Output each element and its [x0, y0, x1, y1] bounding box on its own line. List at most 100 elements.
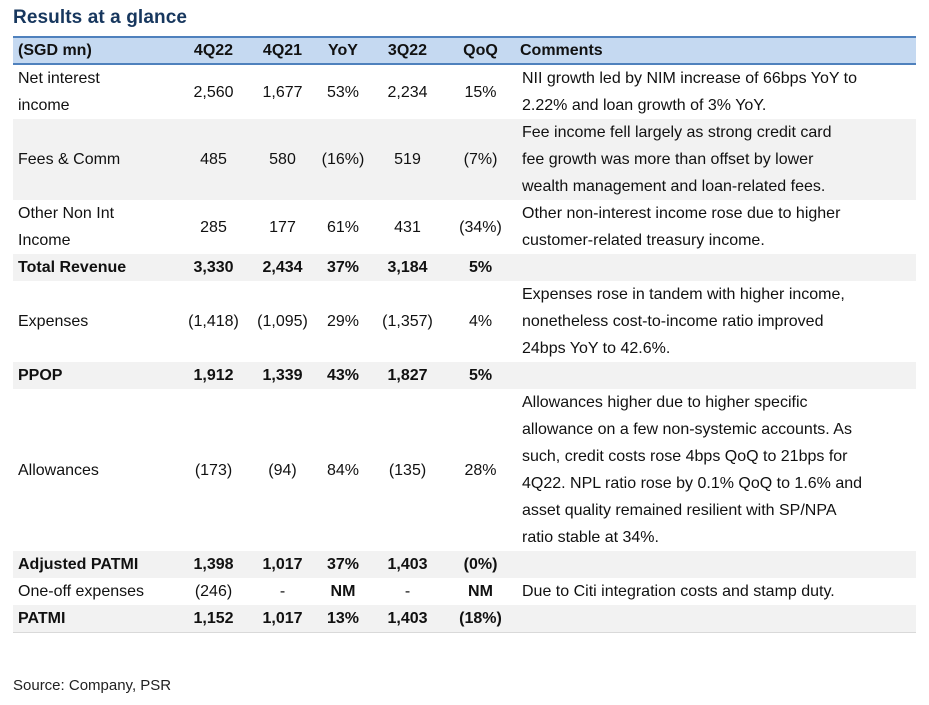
row-label: Adjusted PATMI: [13, 551, 179, 578]
table-row: Expenses (1,418) (1,095) 29% (1,357) 4% Expens…: [13, 281, 916, 362]
source-note: Source: Company, PSR: [13, 677, 172, 694]
value-4q22: 3,330: [193, 259, 234, 276]
value-qoq: NM: [468, 583, 493, 600]
value-3q22: 2,234: [387, 83, 428, 101]
value-4q22: 285: [200, 218, 227, 236]
row-comment: Other non-interest income rose due to hi…: [515, 200, 916, 254]
value-3q22: 1,403: [387, 556, 428, 573]
row-comment: Due to Citi integration costs and stamp …: [515, 578, 916, 605]
row-label: Allowances: [13, 389, 179, 551]
header-row: (SGD mn) 4Q22 4Q21 YoY 3Q22 QoQ Comments: [13, 36, 916, 65]
comment-line: [522, 551, 912, 578]
comment-line: Other non-interest income rose due to hi…: [522, 205, 841, 222]
comment-line: such, credit costs rose 4bps QoQ to 21bp…: [522, 448, 848, 465]
value-4q22: 1,152: [179, 605, 248, 633]
value-qoq: (7%): [463, 151, 498, 168]
value-4q22: 1,398: [193, 556, 234, 573]
table-row: Allowances (173) (94) 84% (135) 28% Allowances…: [13, 389, 916, 551]
header-4q22: 4Q22: [179, 36, 248, 65]
value-qoq: (0%): [463, 556, 498, 573]
value-qoq: (18%): [446, 605, 515, 633]
value-yoy: 43%: [326, 367, 360, 384]
row-label-line: PATMI: [18, 610, 66, 627]
value-qoq: (34%): [459, 218, 502, 236]
table-row: PATMI 1,152 1,017 13% 1,403 (18%): [13, 605, 916, 633]
row-label: One-off expenses: [13, 578, 179, 605]
value-3q22: 519: [394, 151, 421, 168]
table-row: One-off expenses (246) - NM - NM Due to Citi i…: [13, 578, 916, 605]
value-4q21: 1,017: [248, 605, 317, 633]
header-comments: Comments: [515, 36, 916, 65]
comment-line: 4Q22. NPL ratio rose by 0.1% QoQ to 1.6%…: [522, 475, 863, 492]
value-yoy: NM: [330, 583, 356, 600]
comment-line: 24bps YoY to 42.6%.: [522, 340, 671, 357]
value-yoy: (16%): [321, 151, 365, 168]
value-4q21: 177: [269, 218, 296, 236]
row-label-line: income: [18, 97, 70, 114]
value-yoy: 61%: [326, 218, 360, 236]
value-4q21: (94): [268, 461, 297, 479]
comment-line: ratio stable at 34%.: [522, 529, 659, 546]
comment-line: nonetheless cost-to-income ratio improve…: [522, 313, 824, 330]
table-row: Fees & Comm 485 580 (16%) 519 (7%) Fee income …: [13, 119, 916, 200]
row-comment: Expenses rose in tandem with higher inco…: [515, 281, 916, 362]
value-4q21: 1,339: [262, 367, 303, 384]
value-4q22: (1,418): [188, 313, 239, 330]
comment-line: Allowances higher due to higher specific: [522, 394, 808, 411]
row-label-line: Total Revenue: [18, 259, 127, 276]
header-4q21: 4Q21: [248, 36, 317, 65]
value-yoy: 53%: [326, 83, 360, 101]
table-row: Net interest income 2,560 1,677 53% 2,234 15% N…: [13, 64, 916, 119]
header-yoy: YoY: [317, 36, 369, 65]
row-comment: NII growth led by NIM increase of 66bps …: [515, 64, 916, 119]
row-comment: [515, 362, 916, 389]
value-4q22: 1,912: [193, 367, 234, 384]
table-row: Total Revenue 3,330 2,434 37% 3,184 5%: [13, 254, 916, 281]
header-qoq: QoQ: [446, 36, 515, 65]
row-comment: Fee income fell largely as strong credit…: [515, 119, 916, 200]
value-yoy: 29%: [326, 313, 360, 330]
comment-line: 2.22% and loan growth of 3% YoY.: [522, 97, 767, 114]
value-4q21: -: [279, 583, 286, 600]
value-3q22: -: [404, 583, 411, 600]
row-label-line: Fees & Comm: [18, 151, 121, 168]
table-row: PPOP 1,912 1,339 43% 1,827 5%: [13, 362, 916, 389]
value-qoq: 28%: [464, 461, 497, 479]
results-table: (SGD mn) 4Q22 4Q21 YoY 3Q22 QoQ Comments…: [13, 36, 916, 633]
row-comment: [515, 254, 916, 281]
row-label-line: One-off expenses: [18, 583, 145, 600]
row-label: Expenses: [13, 281, 179, 362]
value-3q22: (1,357): [382, 313, 433, 330]
value-yoy: 84%: [326, 461, 360, 479]
row-comment: [515, 551, 916, 578]
comment-line: [522, 254, 912, 281]
header-unit: (SGD mn): [13, 36, 179, 65]
row-label: Fees & Comm: [13, 119, 179, 200]
row-label-line: Other Non Int: [18, 205, 115, 222]
comment-line: wealth management and loan-related fees.: [522, 178, 826, 195]
value-3q22: 1,403: [369, 605, 446, 633]
value-4q22: (173): [194, 461, 233, 479]
comment-line: Fee income fell largely as strong credit…: [522, 124, 832, 141]
row-label-line: Adjusted PATMI: [18, 556, 139, 573]
value-yoy: 13%: [317, 605, 369, 633]
value-4q22: (246): [194, 583, 233, 600]
value-qoq: 5%: [468, 367, 493, 384]
comment-line: allowance on a few non-systemic accounts…: [522, 421, 852, 438]
value-4q22: 2,560: [193, 83, 234, 101]
row-label: Net interest income: [13, 64, 179, 119]
comment-line: asset quality remained resilient with SP…: [522, 502, 837, 519]
row-label-line: Expenses: [18, 313, 89, 330]
value-4q21: 2,434: [262, 259, 303, 276]
value-qoq: 5%: [468, 259, 493, 276]
comment-line: Expenses rose in tandem with higher inco…: [522, 286, 845, 303]
row-label-line: Net interest: [18, 70, 100, 87]
row-comment: Allowances higher due to higher specific…: [515, 389, 916, 551]
table-row: Other Non Int Income 285 177 61% 431 (34%) Othe…: [13, 200, 916, 254]
value-4q21: 580: [269, 151, 296, 168]
row-label: PPOP: [13, 362, 179, 389]
value-3q22: 431: [394, 218, 421, 236]
value-yoy: 37%: [326, 259, 360, 276]
comment-line: NII growth led by NIM increase of 66bps …: [522, 70, 858, 87]
table-row: Adjusted PATMI 1,398 1,017 37% 1,403 (0%): [13, 551, 916, 578]
